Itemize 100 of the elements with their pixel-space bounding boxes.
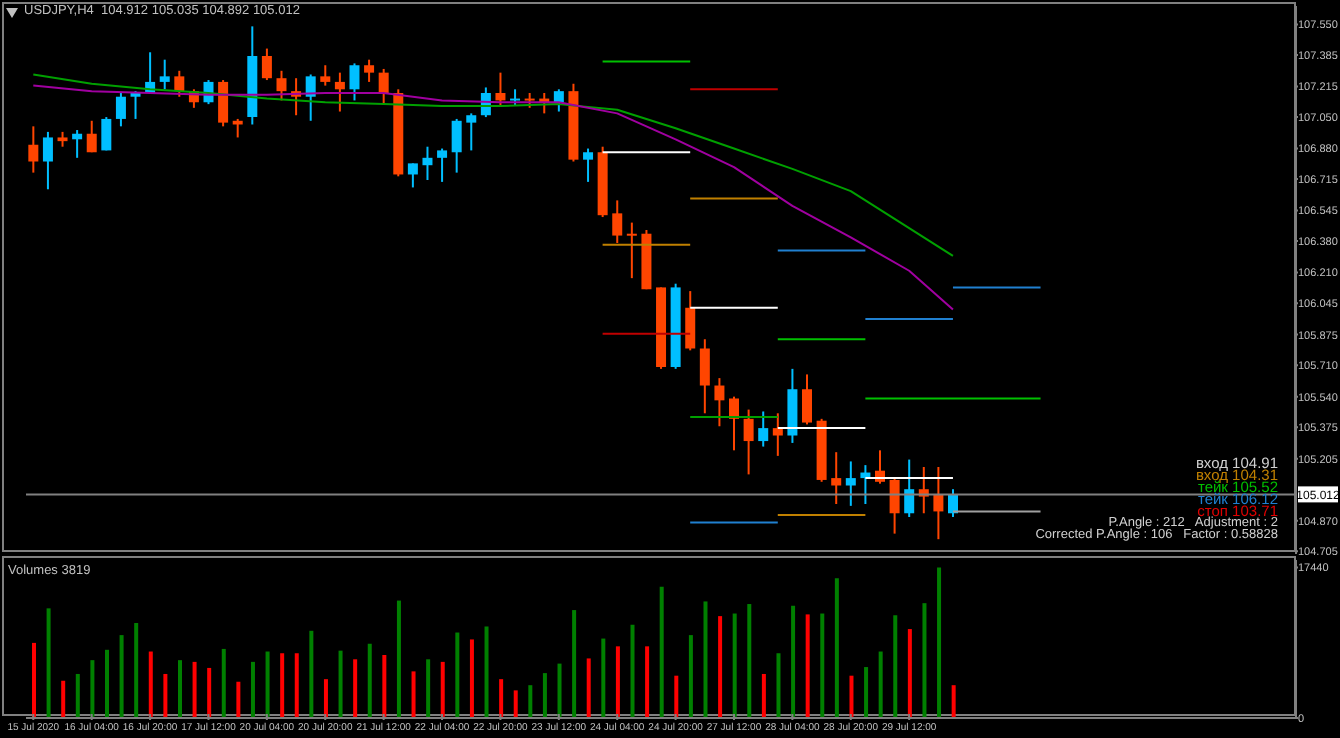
bar: [776, 653, 781, 718]
bar: [411, 671, 416, 718]
bar: [849, 675, 854, 718]
bar: [104, 649, 109, 718]
bar: [499, 679, 504, 718]
bar: [893, 615, 898, 718]
candlestick: [583, 147, 594, 183]
candlestick: [772, 412, 783, 457]
candlestick: [802, 373, 813, 426]
candlestick: [349, 62, 360, 102]
bar: [192, 661, 197, 718]
bar: [528, 685, 533, 718]
line-series: [32, 73, 954, 257]
candlestick: [451, 117, 462, 174]
candlestick: [685, 290, 696, 352]
candlestick: [261, 47, 272, 82]
candlestick: [422, 145, 433, 182]
bar: [221, 648, 226, 718]
bar: [265, 651, 270, 718]
bar: [46, 608, 51, 718]
candlestick: [407, 162, 418, 189]
bar: [922, 603, 927, 718]
candlestick: [714, 377, 725, 428]
bar: [32, 642, 36, 718]
candlestick: [889, 477, 900, 535]
candlestick: [42, 130, 53, 191]
bar: [294, 653, 299, 718]
candlestick: [699, 338, 710, 415]
bar: [469, 639, 474, 718]
candlestick: [787, 367, 798, 444]
candlestick: [933, 465, 944, 541]
bar: [207, 667, 212, 718]
bar: [61, 680, 66, 718]
candlestick: [101, 116, 112, 152]
bar: [236, 681, 241, 718]
bar: [907, 629, 912, 718]
candlestick: [28, 125, 39, 174]
bar: [703, 601, 708, 718]
bar: [951, 685, 956, 718]
candlestick: [904, 458, 915, 518]
bar: [455, 632, 460, 718]
bar: [309, 630, 314, 718]
candlestick: [831, 451, 842, 506]
bar: [864, 667, 869, 718]
bar: [615, 646, 620, 718]
bar: [177, 660, 182, 718]
candlestick: [626, 221, 637, 280]
candlestick: [86, 119, 97, 154]
candlestick: [743, 408, 754, 476]
candlestick: [845, 460, 856, 507]
bar: [353, 659, 358, 718]
bar: [426, 659, 431, 718]
bar: [163, 673, 168, 718]
candlestick: [159, 58, 170, 91]
bar: [586, 658, 591, 718]
bar: [134, 623, 139, 718]
bar: [250, 661, 255, 718]
candlestick: [218, 79, 229, 128]
bar: [601, 638, 606, 718]
bar: [396, 600, 401, 718]
candlestick: [729, 395, 740, 452]
bar: [484, 626, 489, 718]
candlestick: [276, 69, 287, 102]
candlestick: [115, 92, 126, 128]
candlestick: [305, 73, 316, 122]
candlestick: [947, 488, 958, 518]
candlestick: [437, 147, 448, 183]
bar: [747, 604, 752, 718]
candlestick: [378, 67, 389, 106]
candlestick: [758, 410, 769, 448]
bar: [820, 613, 825, 718]
bar: [119, 635, 124, 718]
bar: [542, 673, 547, 718]
bar: [688, 635, 693, 718]
bar: [937, 567, 942, 718]
bar: [630, 624, 635, 718]
candlestick: [364, 58, 375, 83]
bar: [791, 605, 796, 718]
bar: [75, 673, 80, 718]
bar: [645, 646, 650, 718]
bar: [440, 661, 445, 718]
candlestick: [495, 71, 506, 107]
bar: [659, 586, 664, 718]
bar: [323, 679, 328, 718]
bar: [834, 578, 839, 718]
bar: [382, 654, 387, 718]
bar: [674, 675, 679, 718]
candlestick: [466, 112, 477, 152]
candlestick: [320, 64, 331, 87]
bar: [761, 673, 766, 718]
candlestick: [334, 71, 345, 113]
bar: [148, 651, 153, 718]
bar: [732, 613, 737, 718]
candlestick: [553, 88, 564, 113]
bar: [805, 614, 810, 718]
candlestick: [612, 199, 623, 244]
bar: [338, 650, 343, 718]
bar: [367, 643, 372, 718]
bar: [718, 616, 723, 718]
bar: [90, 660, 95, 718]
